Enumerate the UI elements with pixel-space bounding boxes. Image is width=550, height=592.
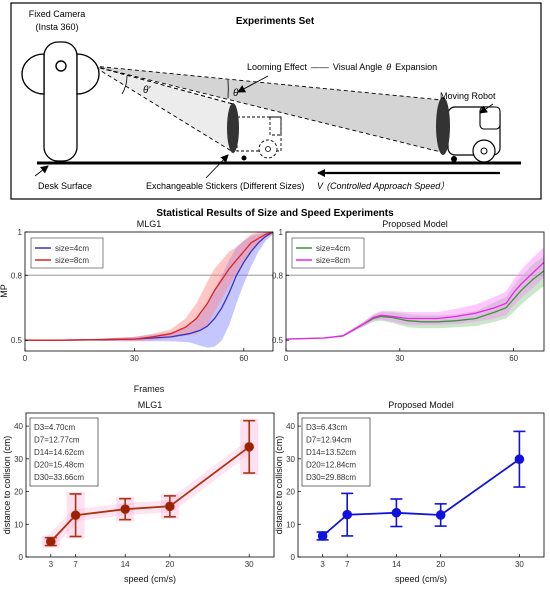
data-point-3 — [165, 502, 174, 511]
x-tick-label-2: 60 — [239, 354, 248, 363]
experiment-diagram: Experiments Set Fixed Camera (Insta 360)… — [11, 3, 541, 199]
moving-robot-icon — [436, 97, 500, 162]
y-tick-label-0: 0.5 — [272, 336, 284, 345]
y-axis-label: MP — [0, 284, 9, 298]
y-tick-label-4: 40 — [286, 422, 295, 431]
x-tick-label-2: 14 — [121, 560, 130, 569]
x-tick-label-4: 30 — [515, 560, 524, 569]
y-tick-label-0: 0 — [19, 553, 24, 562]
legend-label-0: size=4cm — [55, 244, 89, 253]
y-tick-label-1: 0.8 — [272, 271, 284, 280]
x-tick-label-0: 0 — [23, 354, 28, 363]
x-tick-label-0: 0 — [284, 354, 289, 363]
annotation-line-2: D14=14.62cm — [34, 448, 84, 457]
data-point-1 — [343, 510, 352, 519]
data-point-2 — [392, 508, 401, 517]
x-axis-label: Frames — [134, 384, 165, 394]
legend-label-0: size=4cm — [316, 244, 350, 253]
chart-mlg1-speed: MLG1 3 7 14 20 30 0 10 20 30 40 D3=4.70cm D7=12.77cm… — [2, 400, 274, 584]
x-tick-label-1: 7 — [73, 560, 78, 569]
x-tick-label-3: 20 — [436, 560, 445, 569]
camera-label: Fixed Camera — [29, 9, 86, 19]
chart-proposed-speed: Proposed Model 3 7 14 20 30 0 10 20 30 40 D3=6.43cm… — [274, 400, 544, 584]
chart-title: MLG1 — [138, 400, 163, 410]
chart-title: Proposed Model — [388, 400, 454, 410]
x-tick-label-1: 30 — [130, 354, 139, 363]
y-axis-label: distance to collision (cm) — [274, 436, 284, 535]
y-tick-label-1: 10 — [14, 520, 23, 529]
annotation-line-4: D30=29.88cm — [306, 473, 356, 482]
data-point-0 — [46, 537, 55, 546]
x-tick-label-4: 30 — [245, 560, 254, 569]
x-tick-label-1: 30 — [395, 354, 404, 363]
section-title: Statistical Results of Size and Speed Ex… — [156, 208, 394, 219]
data-point-1 — [71, 511, 80, 520]
annotation-line-1: D7=12.94cm — [306, 436, 352, 445]
chart-mlg1-size: MLG1 size=4cm size=8cm 0 30 60 0.5 0.8 1 Frames MP — [0, 219, 273, 394]
x-tick-label-3: 20 — [165, 560, 174, 569]
camera-model-label: (Insta 360) — [35, 22, 78, 32]
x-tick-label-2: 60 — [509, 354, 518, 363]
y-tick-label-2: 1 — [18, 228, 23, 237]
annotation-line-0: D3=6.43cm — [306, 423, 347, 432]
chart-title: MLG1 — [137, 219, 162, 229]
data-point-4 — [515, 455, 524, 464]
x-tick-label-0: 3 — [320, 560, 325, 569]
x-axis-label: speed (cm/s) — [395, 574, 447, 584]
speed-label: V(Controlled Approach Speed） — [317, 181, 449, 191]
stickers-label: Exchangeable Stickers (Different Sizes) — [146, 181, 304, 191]
y-tick-label-2: 20 — [286, 488, 295, 497]
x-tick-label-1: 7 — [345, 560, 350, 569]
y-tick-label-2: 1 — [279, 228, 284, 237]
y-tick-label-3: 30 — [14, 455, 23, 464]
chart-proposed-size: Proposed Model size=4cm size=8cm 0 30 60 0.5 0.… — [272, 219, 544, 363]
theta-label: θ — [233, 88, 239, 99]
data-point-4 — [245, 442, 254, 451]
theta-prime-label: θ' — [143, 85, 151, 96]
y-tick-label-2: 20 — [14, 488, 23, 497]
x-tick-label-0: 3 — [49, 560, 54, 569]
y-tick-label-4: 40 — [14, 422, 23, 431]
data-point-3 — [436, 510, 445, 519]
y-tick-label-1: 10 — [286, 520, 295, 529]
annotation-line-4: D30=33.66cm — [34, 473, 84, 482]
x-tick-label-2: 14 — [392, 560, 401, 569]
annotation-line-3: D20=12.84cm — [306, 461, 356, 470]
annotation-line-0: D3=4.70cm — [34, 423, 75, 432]
annotation-line-3: D20=15.48cm — [34, 461, 84, 470]
robot-label: Moving Robot — [440, 91, 496, 101]
y-tick-label-0: 0 — [291, 553, 296, 562]
y-tick-label-1: 0.8 — [11, 271, 23, 280]
chart-title: Proposed Model — [382, 219, 448, 229]
data-point-0 — [318, 531, 327, 540]
x-axis-label: speed (cm/s) — [124, 574, 176, 584]
y-tick-label-0: 0.5 — [11, 336, 23, 345]
y-tick-label-3: 30 — [286, 455, 295, 464]
legend-label-1: size=8cm — [316, 256, 350, 265]
legend-label-1: size=8cm — [55, 256, 89, 265]
data-point-2 — [121, 505, 130, 514]
annotation-line-2: D14=13.52cm — [306, 448, 356, 457]
y-axis-label: distance to collision (cm) — [2, 436, 12, 535]
diagram-title: Experiments Set — [236, 16, 315, 27]
annotation-line-1: D7=12.77cm — [34, 436, 80, 445]
desk-label: Desk Surface — [38, 181, 92, 191]
